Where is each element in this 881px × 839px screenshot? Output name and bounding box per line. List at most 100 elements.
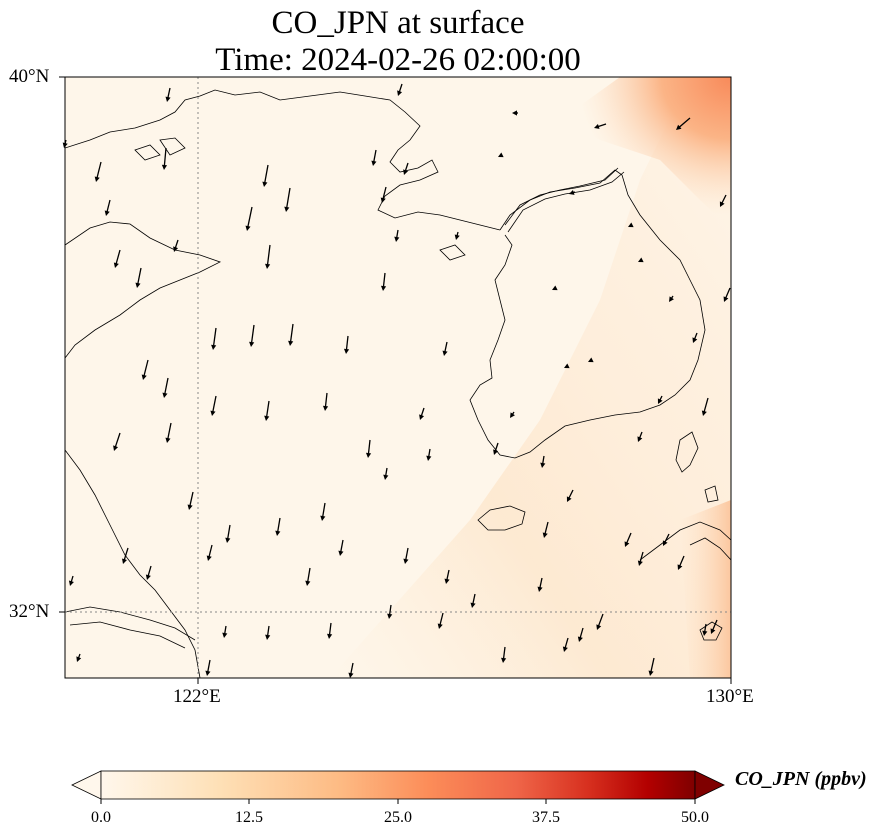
wind-arrow [263, 164, 269, 185]
concentration-field [65, 77, 731, 678]
wind-arrow-head [305, 580, 311, 586]
wind-arrow-head [394, 236, 400, 242]
wind-arrow [306, 567, 311, 584]
colorbar-label: CO_JPN (ppbv) [735, 768, 867, 790]
wind-arrow [276, 517, 281, 534]
wind-arrow-head [403, 169, 409, 175]
wind-arrow-head [701, 410, 707, 416]
wind-arrow-head [284, 206, 290, 212]
wind-arrow-head [552, 285, 558, 291]
wind-arrow [724, 287, 731, 300]
wind-arrow-head [676, 124, 682, 130]
colorbar-extend-max [694, 770, 725, 800]
wind-arrow-head [162, 392, 168, 398]
wind-arrow-head [343, 348, 350, 354]
colorbar [71, 770, 725, 804]
map-subtitle-time: Time: 2024-02-26 02:00:00 [215, 42, 581, 78]
colorbar-tick-label: 12.5 [235, 809, 263, 826]
lon-label-130e: 130°E [706, 686, 754, 707]
map-figure [59, 76, 732, 684]
wind-arrow-head [383, 474, 389, 480]
wind-arrow [677, 117, 691, 129]
wind-arrow [250, 324, 255, 345]
wind-arrow [266, 244, 271, 267]
wind-arrow-head [493, 449, 499, 455]
wind-arrow [211, 395, 217, 414]
wind-arrow-head [371, 160, 377, 166]
colorbar-tick-label: 25.0 [384, 809, 412, 826]
wind-arrow-head [320, 515, 326, 521]
wind-arrow-head [161, 164, 168, 170]
gridlines [65, 77, 731, 678]
wind-arrow-head [275, 530, 281, 536]
wind-arrow-head [540, 462, 546, 468]
wind-arrow [136, 267, 142, 286]
lat-label-40n: 40°N [9, 66, 50, 87]
wind-arrow [106, 199, 111, 214]
coastlines [65, 89, 731, 678]
wind-arrow-head [426, 455, 432, 461]
wind-arrow [372, 149, 377, 164]
wind-arrow-head [454, 234, 460, 240]
wind-arrow-head [596, 624, 602, 630]
wind-arrow-head [638, 257, 644, 263]
colorbar-tick-label: 50.0 [681, 809, 709, 826]
colorbar-tick-label: 37.5 [532, 809, 560, 826]
wind-arrow [166, 422, 172, 441]
wind-arrow-head [677, 564, 683, 570]
wind-arrow [339, 539, 344, 554]
wind-arrow-head [387, 613, 393, 619]
wind-arrow [265, 400, 270, 419]
wind-arrow [208, 544, 213, 559]
wind-arrow [711, 619, 718, 632]
wind-arrow-head [122, 558, 127, 564]
wind-arrow-head [723, 296, 729, 302]
wind-arrow [114, 432, 121, 449]
wind-arrow [345, 335, 349, 352]
wind-arrow-head [145, 574, 151, 580]
wind-arrow-head [657, 398, 663, 404]
wind-arrow-head [562, 646, 568, 652]
axis-ticks [59, 76, 732, 684]
wind-arrow-head [710, 628, 716, 634]
wind-arrow-head [288, 340, 294, 346]
wind-arrow [382, 272, 386, 289]
wind-arrow-head [322, 405, 329, 411]
wind-arrow [212, 327, 217, 348]
wind-arrow-head [338, 550, 344, 556]
wind-arrow [163, 147, 167, 168]
wind-arrow-head [419, 414, 425, 420]
wind-arrow-head [470, 602, 476, 608]
wind-arrow-head [588, 357, 594, 363]
wind-arrow-head [648, 670, 654, 676]
wind-arrow-head [702, 630, 708, 636]
wind-arrow [285, 187, 291, 210]
wind-arrow [321, 502, 326, 519]
wind-arrow-head [542, 532, 548, 538]
colorbar-gradient [100, 770, 696, 800]
wind-arrow-head [135, 282, 141, 288]
wind-arrow [246, 206, 253, 229]
wind-arrow-head [442, 350, 448, 356]
wind-arrow-head [692, 337, 698, 343]
wind-arrow-head [501, 657, 507, 663]
wind-arrow-head [141, 374, 147, 380]
wind-arrow-head [397, 90, 403, 96]
wind-arrow [123, 547, 129, 562]
wind-arrow-head [403, 558, 409, 564]
wind-arrow [502, 646, 506, 661]
wind-arrow-head [264, 415, 270, 421]
wind-vectors [62, 83, 731, 678]
wind-arrow-head [628, 222, 634, 228]
wind-arrow [115, 249, 121, 266]
wind-arrow-head [94, 176, 100, 182]
wind-arrow [544, 521, 549, 536]
wind-arrow [324, 392, 328, 409]
wind-arrow-head [662, 540, 668, 546]
wind-arrow-head [211, 344, 217, 350]
wind-arrow-head [205, 670, 211, 676]
wind-arrow [206, 659, 211, 674]
wind-arrow-head [262, 181, 268, 187]
wind-arrow-head [265, 263, 271, 269]
wind-arrow-head [380, 197, 386, 203]
